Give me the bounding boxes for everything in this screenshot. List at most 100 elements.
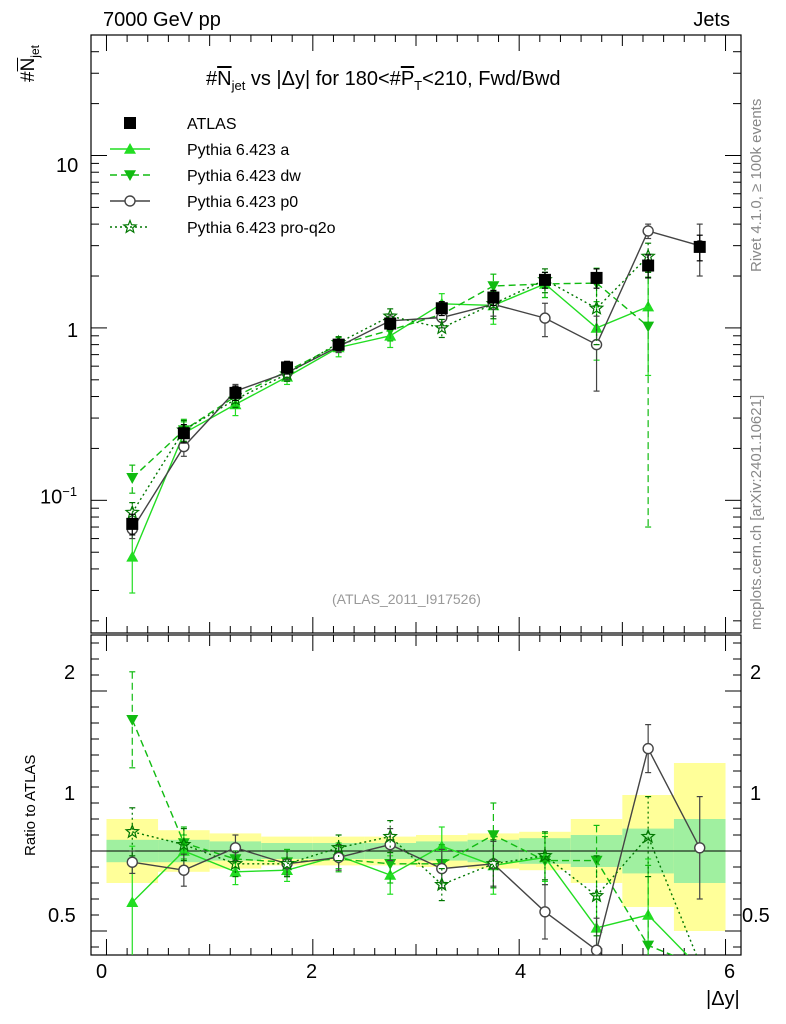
data-point-data bbox=[281, 361, 294, 374]
side-label-mcplots: mcplots.cern.ch [arXiv:2401.10621] bbox=[748, 394, 765, 630]
x-tick-label-4: 4 bbox=[515, 961, 527, 983]
ratio-ytick-2-right: 2 bbox=[750, 662, 762, 684]
legend-label-pythia_dw: Pythia 6.423 dw bbox=[187, 168, 301, 185]
data-point-pythia_dw bbox=[487, 830, 500, 841]
data-point-pythia_p0 bbox=[539, 312, 551, 324]
data-point-pythia_proq2o bbox=[382, 828, 398, 844]
legend-marker-pythia_p0 bbox=[124, 195, 136, 207]
data-point-pythia_dw bbox=[487, 281, 500, 293]
data-point-pythia_proq2o bbox=[699, 954, 700, 955]
x-axis-label: |Δy| bbox=[706, 988, 740, 1010]
data-point-data bbox=[384, 317, 397, 330]
data-point-pythia_p0 bbox=[642, 225, 654, 237]
main-title: #Njet vs |Δy| for 180<#PT<210, Fwd/Bwd bbox=[206, 68, 561, 93]
analysis-id: (ATLAS_2011_I917526) bbox=[332, 591, 481, 607]
title-t-sub: T bbox=[414, 78, 423, 93]
data-point-pythia_proq2o bbox=[176, 836, 192, 852]
data-point-pythia_proq2o bbox=[640, 828, 656, 844]
data-point-pythia_proq2o bbox=[485, 855, 502, 871]
legend: ATLAS Pythia 6.423 a Pythia 6.423 dw Pythia… bbox=[110, 116, 336, 237]
title-middle: vs |Δy| for 180<# bbox=[245, 68, 401, 90]
ratio-ytick-0.5-right: 0.5 bbox=[742, 905, 770, 927]
series-layer bbox=[124, 223, 706, 973]
x-tick-label-0: 0 bbox=[96, 961, 108, 983]
series-line-pythia_proq2o bbox=[131, 255, 649, 513]
y-axis-label-ratio: Ratio to ATLAS bbox=[22, 754, 39, 856]
data-point-pythia_a bbox=[126, 550, 139, 562]
data-point-data bbox=[487, 291, 500, 304]
title-n: N bbox=[217, 68, 232, 90]
data-point-data bbox=[693, 240, 706, 253]
ratio-ytick-1-right: 1 bbox=[750, 783, 762, 805]
data-point-data bbox=[177, 427, 190, 440]
title-end: <210, Fwd/Bwd bbox=[422, 68, 561, 90]
series-line-pythia_p0 bbox=[132, 746, 701, 952]
data-point-data bbox=[642, 259, 655, 272]
data-point-pythia_p0 bbox=[539, 906, 551, 918]
legend-marker-data bbox=[124, 117, 136, 129]
data-point-data bbox=[538, 273, 551, 286]
data-point-data bbox=[590, 271, 603, 284]
data-point-pythia_p0 bbox=[694, 842, 706, 854]
data-point-pythia_proq2o bbox=[124, 823, 141, 839]
data-point-pythia_dw bbox=[642, 321, 655, 333]
x-tick-label-6: 6 bbox=[724, 961, 736, 983]
y-tick-label-0.1: 10−1 bbox=[40, 484, 77, 510]
data-point-pythia_p0 bbox=[590, 944, 603, 955]
data-point-pythia_dw bbox=[694, 961, 706, 972]
series-line-pythia_dw bbox=[131, 282, 649, 479]
title-jet-sub: jet bbox=[231, 78, 246, 93]
data-point-pythia_dw bbox=[642, 940, 655, 952]
ylabel-n: N bbox=[18, 57, 39, 72]
data-point-pythia_proq2o bbox=[434, 319, 450, 335]
data-point-data bbox=[435, 302, 448, 315]
title-hash: # bbox=[206, 68, 218, 90]
process-label: Jets bbox=[693, 9, 730, 31]
data-point-pythia_p0 bbox=[126, 856, 138, 868]
data-point-pythia_p0 bbox=[332, 851, 345, 864]
legend-label-pythia_proq2o: Pythia 6.423 pro-q2o bbox=[187, 220, 336, 237]
ytick-tenth-exp: −1 bbox=[62, 484, 78, 499]
series-line-pythia_p0 bbox=[131, 230, 700, 530]
data-point-pythia_proq2o bbox=[434, 876, 450, 892]
ytick-tenth-base: 10 bbox=[40, 486, 63, 509]
data-point-pythia_p0 bbox=[642, 742, 654, 755]
data-point-pythia_dw bbox=[384, 859, 397, 870]
data-point-pythia_proq2o bbox=[588, 887, 605, 903]
data-point-pythia_a bbox=[126, 896, 139, 907]
side-label-rivet: Rivet 4.1.0, ≥ 100k events bbox=[748, 98, 765, 272]
ratio-uncertainty-bands bbox=[106, 763, 726, 931]
data-point-data bbox=[126, 517, 139, 530]
ylabel-hash: # bbox=[18, 71, 39, 82]
data-point-data bbox=[332, 338, 345, 351]
legend-marker-pythia_proq2o bbox=[122, 218, 138, 234]
data-point-pythia_proq2o bbox=[279, 855, 295, 871]
energy-label: 7000 GeV pp bbox=[103, 9, 221, 31]
data-point-pythia_p0 bbox=[178, 864, 190, 876]
y-tick-label-10: 10 bbox=[56, 155, 79, 177]
x-tick-label-2: 2 bbox=[306, 961, 318, 983]
axes-layer bbox=[90, 34, 742, 956]
legend-label-pythia_p0: Pythia 6.423 p0 bbox=[187, 194, 298, 211]
main-series-group bbox=[124, 223, 706, 594]
series-line-pythia_dw bbox=[131, 719, 674, 955]
data-point-pythia_dw bbox=[126, 473, 139, 484]
legend-label-data: ATLAS bbox=[187, 116, 237, 133]
legend-marker-pythia_dw bbox=[124, 170, 136, 181]
ratio-series-group bbox=[124, 671, 706, 973]
data-point-pythia_dw bbox=[126, 715, 139, 726]
title-p: P bbox=[400, 68, 415, 90]
data-point-pythia_proq2o bbox=[588, 300, 605, 315]
ratio-ytick-2-left: 2 bbox=[64, 662, 76, 684]
data-point-pythia_proq2o bbox=[227, 855, 244, 871]
data-point-data bbox=[229, 386, 242, 399]
data-point-pythia_proq2o bbox=[330, 839, 347, 855]
data-point-pythia_proq2o bbox=[537, 847, 553, 863]
y-axis-label-main: #Njet bbox=[18, 45, 42, 82]
data-point-pythia_a bbox=[694, 962, 706, 973]
data-point-pythia_a bbox=[384, 869, 397, 880]
ylabel-jet-sub: jet bbox=[27, 45, 42, 58]
series-line-pythia_proq2o bbox=[132, 831, 698, 955]
ratio-ytick-0.5-left: 0.5 bbox=[48, 905, 76, 927]
